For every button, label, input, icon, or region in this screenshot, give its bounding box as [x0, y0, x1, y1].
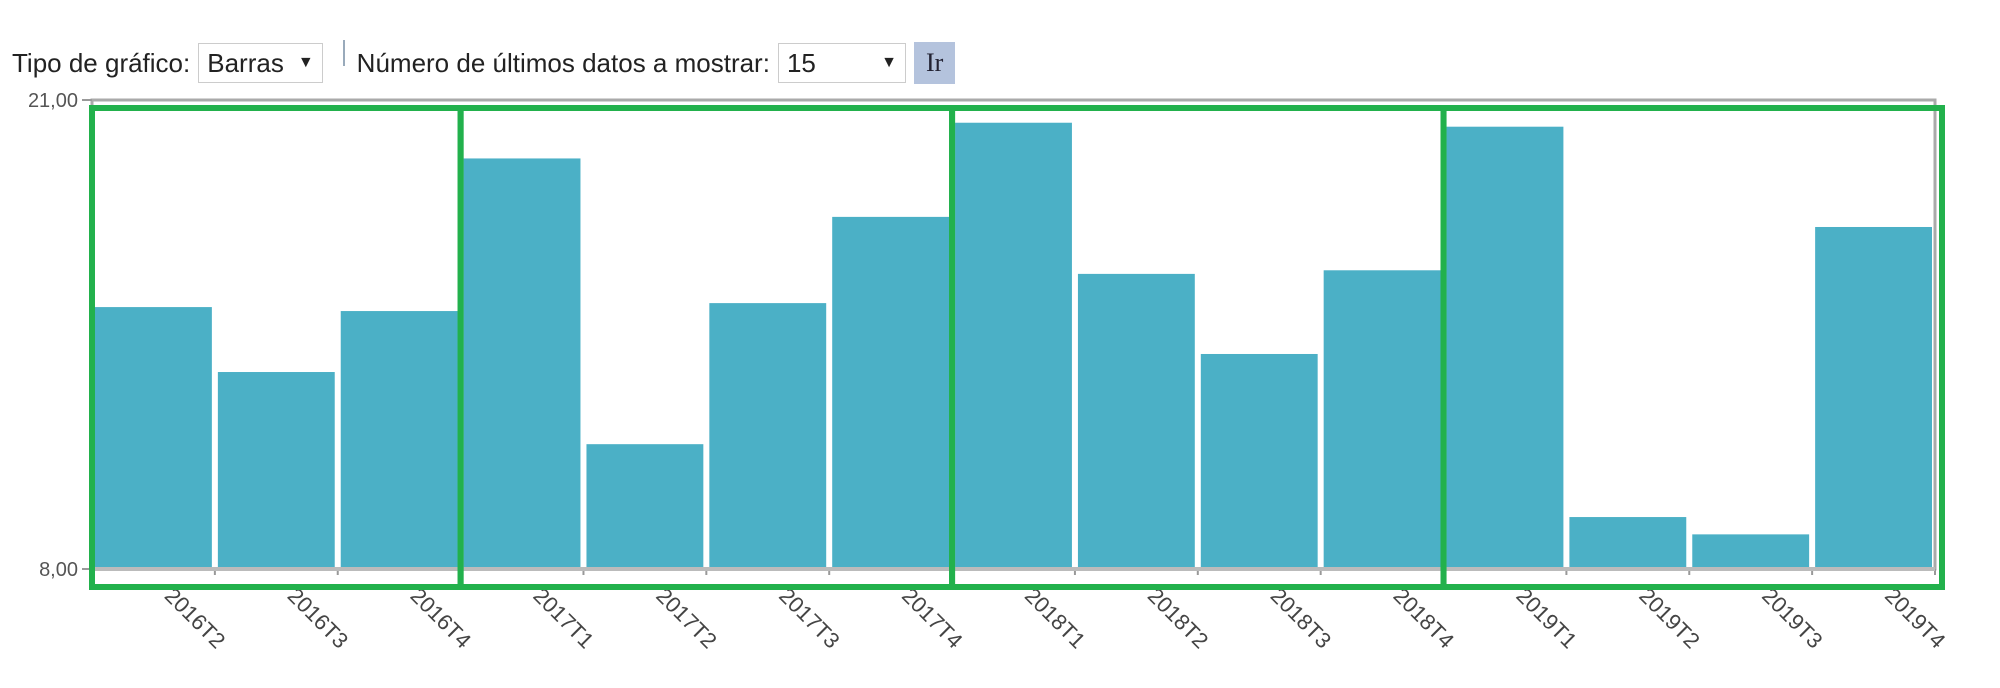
x-tick-label: 2017T3 [774, 583, 844, 653]
count-value: 15 [786, 47, 816, 78]
x-tick-label: 2017T1 [528, 583, 598, 653]
bar-2017T1 [463, 158, 581, 569]
highlight-box [1440, 105, 1945, 590]
divider [342, 40, 345, 66]
chevron-down-icon: ▼ [881, 54, 897, 71]
bar-2017T4 [832, 216, 950, 570]
bar-2016T2 [95, 307, 212, 569]
x-tick-label: 2016T2 [160, 583, 230, 653]
chevron-down-icon: ▼ [297, 54, 314, 71]
bar-2016T4 [340, 311, 458, 569]
bar-2019T3 [1692, 534, 1810, 569]
x-tick-label: 2019T4 [1880, 583, 1950, 653]
bar-2018T3 [1200, 353, 1318, 569]
bar-2018T4 [1323, 270, 1441, 569]
x-tick-label: 2018T2 [1143, 583, 1213, 653]
chart-controls: Tipo de gráfico: Barras ▼ Número de últi… [12, 40, 956, 86]
chart-type-value: Barras [207, 47, 284, 78]
x-tick-label: 2019T2 [1634, 583, 1704, 653]
bar-2019T2 [1569, 517, 1687, 569]
x-tick-label: 2018T3 [1266, 583, 1336, 653]
bar-2016T3 [217, 372, 335, 569]
count-select[interactable]: 15 ▼ [777, 43, 906, 83]
x-tick-label: 2016T4 [406, 583, 476, 653]
bar-2017T2 [586, 444, 704, 569]
x-tick-label: 2018T1 [1020, 583, 1090, 653]
x-tick-label: 2018T4 [1389, 583, 1459, 653]
chart-type-label: Tipo de gráfico: [12, 47, 191, 78]
x-tick-label: 2016T3 [283, 583, 353, 653]
x-tick-label: 2019T3 [1757, 583, 1827, 653]
bar-2019T4 [1815, 226, 1932, 569]
bar-2018T2 [1077, 273, 1195, 569]
count-label: Número de últimos datos a mostrar: [356, 47, 770, 78]
x-tick-label: 2017T4 [897, 583, 967, 653]
x-tick-label: 2017T2 [651, 583, 721, 653]
chart-type-select[interactable]: Barras ▼ [198, 43, 323, 83]
y-tick-label-max: 21,00 [28, 90, 78, 112]
bar-2018T1 [955, 122, 1072, 570]
go-button[interactable]: Ir [913, 42, 956, 84]
bar-2019T1 [1446, 126, 1564, 569]
bar-2017T3 [709, 303, 827, 569]
y-tick-label-min: 8,00 [39, 559, 78, 581]
x-tick-label: 2019T1 [1511, 583, 1581, 653]
